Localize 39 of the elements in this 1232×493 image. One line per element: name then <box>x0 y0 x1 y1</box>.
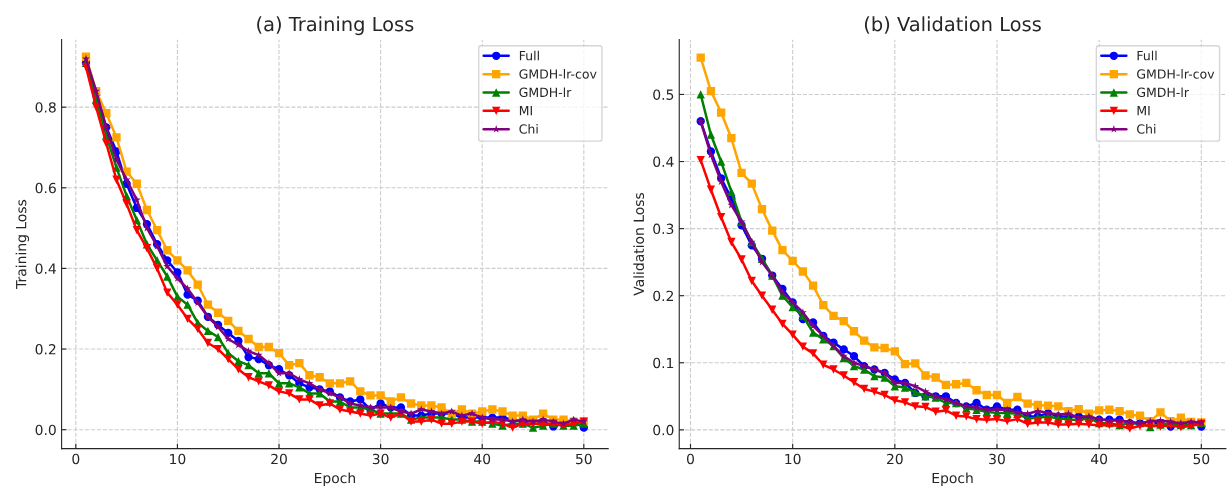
legend-label: MI <box>519 106 532 116</box>
x-tick-label: 30 <box>372 453 389 465</box>
x-tick-label: 10 <box>785 453 801 465</box>
x-axis-title: Epoch <box>932 472 973 486</box>
y-tick-label: 0.3 <box>653 223 674 235</box>
x-tick-label: 20 <box>887 453 903 465</box>
legend-label: Chi <box>519 124 538 134</box>
y-tick-label: 0.0 <box>653 424 674 436</box>
x-tick-label: 30 <box>989 453 1005 465</box>
x-tick-label: 20 <box>271 453 287 465</box>
legend-label: GMDH-lr <box>519 87 572 98</box>
y-tick-label: 0.8 <box>35 102 56 113</box>
y-tick-label: 0.1 <box>653 357 674 369</box>
chart-title: (a) Training Loss <box>257 16 414 36</box>
y-tick-label: 0.2 <box>653 290 673 302</box>
x-tick-label: 0 <box>686 453 694 465</box>
legend-label: Full <box>519 50 539 61</box>
y-tick-label: 0.6 <box>35 182 56 194</box>
y-tick-label: 0.0 <box>35 424 56 436</box>
y-tick-label: 0.2 <box>35 344 56 355</box>
x-tick-label: 50 <box>576 453 592 465</box>
legend-label: GMDH-lr-cov <box>1137 69 1215 79</box>
x-tick-label: 40 <box>474 453 491 465</box>
y-axis-title: Training Loss <box>15 199 30 289</box>
y-axis-title: Validation Loss <box>633 192 645 296</box>
y-tick-label: 0.4 <box>653 156 674 167</box>
chart-title: (b) Validation Loss <box>864 16 1041 34</box>
legend-label: MI <box>1137 106 1150 116</box>
x-tick-label: 0 <box>72 453 80 465</box>
x-axis-title: Epoch <box>314 472 355 486</box>
x-tick-label: 10 <box>170 453 186 465</box>
x-tick-label: 40 <box>1091 453 1108 465</box>
x-tick-label: 50 <box>1193 453 1210 465</box>
y-tick-label: 0.5 <box>653 89 674 100</box>
legend-label: GMDH-lr <box>1137 87 1189 98</box>
legend-label: Full <box>1137 50 1157 61</box>
y-tick-label: 0.4 <box>35 263 56 274</box>
legend-label: GMDH-lr-cov <box>519 69 597 79</box>
legend-label: Chi <box>1137 124 1156 134</box>
